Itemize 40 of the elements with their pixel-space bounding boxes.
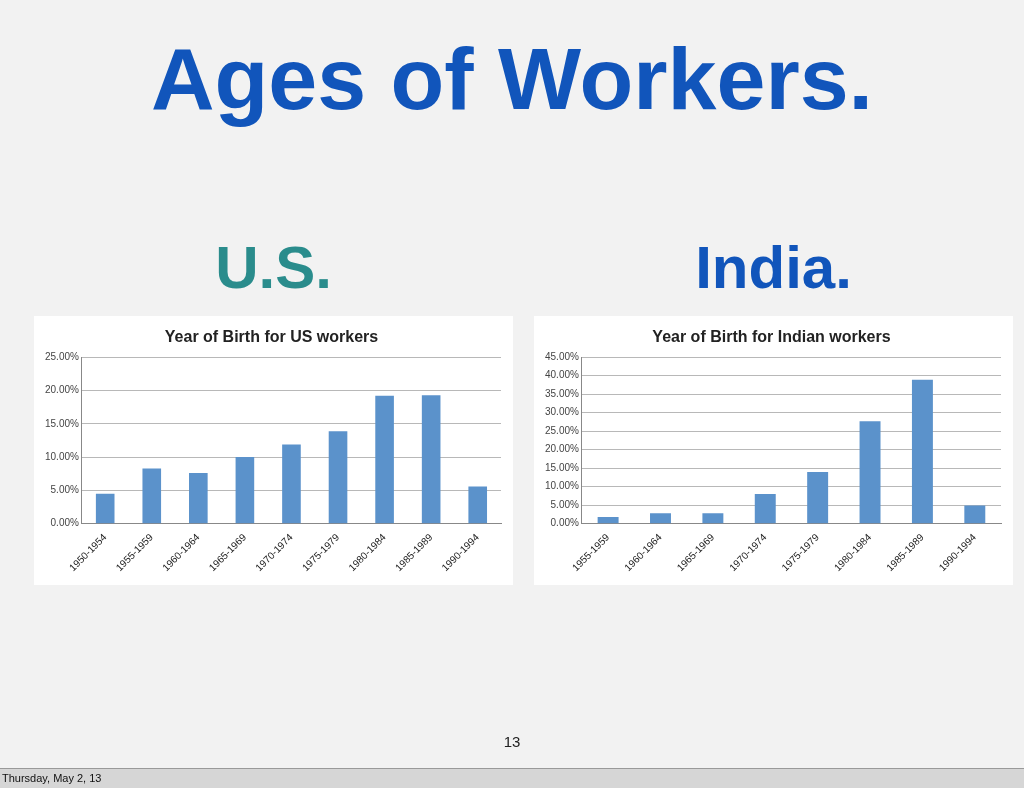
bar	[911, 379, 933, 524]
bar	[650, 513, 671, 524]
y-tick-label: 25.00%	[44, 350, 80, 362]
bar	[142, 468, 162, 524]
bar	[468, 486, 488, 524]
chart-subtitle: U.S.	[214, 233, 333, 303]
y-tick-label: 15.00%	[544, 461, 580, 473]
text: Thursday, May 2, 13	[2, 772, 102, 784]
y-tick-label: 0.00%	[50, 517, 80, 529]
chart-title: Year of Birth for Indian workers	[652, 328, 891, 346]
y-tick-label: 20.00%	[544, 443, 580, 455]
y-tick-label: 20.00%	[44, 384, 80, 396]
y-tick-label: 25.00%	[544, 424, 580, 436]
y-tick-label: 45.00%	[544, 350, 580, 362]
bar	[597, 517, 619, 524]
y-tick-label: 0.00%	[550, 517, 580, 529]
y-tick-label: 10.00%	[544, 480, 580, 492]
bar	[282, 444, 301, 524]
bar	[807, 471, 829, 524]
bar	[859, 421, 881, 524]
bar	[235, 457, 255, 524]
bar	[702, 513, 724, 524]
bar	[754, 494, 776, 524]
y-tick-label: 5.00%	[50, 484, 80, 496]
y-tick-label: 40.00%	[544, 369, 580, 381]
y-tick-label: 5.00%	[550, 498, 580, 510]
bar	[328, 431, 348, 524]
y-tick-label: 15.00%	[44, 417, 80, 429]
chart-title: Year of Birth for US workers	[164, 328, 379, 346]
bar	[421, 395, 441, 524]
y-tick-label: 30.00%	[544, 406, 580, 418]
y-tick-label: 35.00%	[544, 387, 580, 399]
y-tick-label: 10.00%	[44, 450, 80, 462]
bar	[95, 493, 115, 524]
bar	[189, 473, 208, 524]
text: Ages of Workers.	[149, 28, 875, 130]
text: 13	[502, 733, 522, 750]
bar	[964, 505, 986, 524]
bar	[375, 395, 394, 524]
chart-subtitle: India.	[694, 233, 853, 303]
